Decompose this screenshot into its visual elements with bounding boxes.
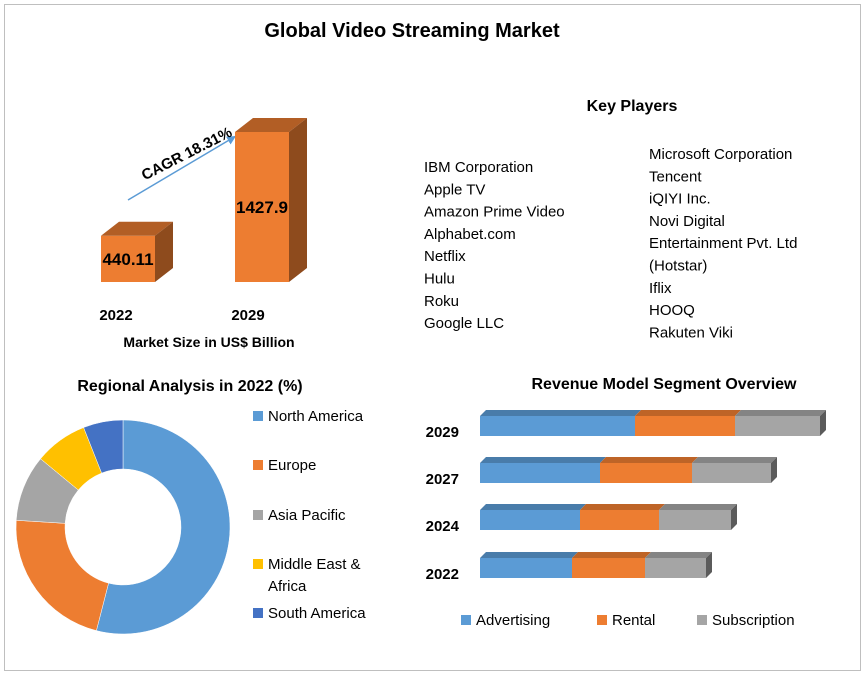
cagr-arrow [127,135,237,201]
regional-analysis-chart: Regional Analysis in 2022 (%) North Amer… [15,378,366,635]
legend-swatch [253,510,263,520]
revenue-bar-2029 [480,410,826,436]
legend-label: Africa [268,578,307,595]
market-bar-2029 [235,118,307,282]
revenue-bar-2022 [480,552,712,578]
revenue-bar-2024 [480,504,737,530]
market-xlabel: Market Size in US$ Billion [123,334,294,350]
market-data-label-2022: 440.11 [102,250,153,269]
revenue-segment-advertising [480,463,600,483]
key-player-item: Microsoft Corporation [649,146,792,163]
market-size-chart: CAGR 18.31% 440.11 2022 1427.9 2029 Market … [99,118,307,350]
page-title: Global Video Streaming Market [264,20,560,42]
key-player-item: Roku [424,293,459,310]
market-bar-2022 [101,221,173,282]
key-player-item: Amazon Prime Video [424,204,565,221]
key-player-item: Novi Digital [649,213,725,230]
revenue-segment-rental [580,510,659,530]
legend-swatch [253,411,263,421]
donut-legend-item: Middle East & Africa [253,556,361,595]
revenue-bar-2027 [480,457,777,483]
revenue-model-chart: Revenue Model Segment Overview 2029 2027 2… [426,376,826,629]
key-player-item: IBM Corporation [424,159,533,176]
infographic-frame [4,4,861,671]
key-player-item: Iflix [649,280,672,297]
legend-swatch [597,615,607,625]
revenue-segment-advertising [480,416,635,436]
donut-legend-item: Europe [253,457,316,474]
market-category-2029: 2029 [231,307,264,324]
key-players-title: Key Players [587,98,678,115]
legend-swatch [697,615,707,625]
key-players-section: Key Players IBM Corporation Apple TV Amazo… [424,98,797,341]
donut-slice-north-america [96,419,231,635]
market-category-2022: 2022 [99,307,132,324]
legend-label: Europe [268,457,316,474]
key-player-item: iQIYI Inc. [649,191,711,208]
key-player-item: HOOQ [649,302,695,319]
legend-label: Rental [612,612,655,629]
key-player-item: Tencent [649,168,702,185]
key-player-item: Alphabet.com [424,226,516,243]
revenue-segment-subscription [659,510,731,530]
legend-label: North America [268,408,364,425]
legend-swatch [253,608,263,618]
revenue-legend-item: Rental [597,612,655,629]
revenue-category-2024: 2024 [426,518,460,535]
revenue-segment-subscription [692,463,771,483]
revenue-legend-item: Subscription [697,612,795,629]
legend-swatch [253,460,263,470]
revenue-segment-advertising [480,510,580,530]
revenue-legend-item: Advertising [461,612,550,629]
legend-label: Asia Pacific [268,507,346,524]
key-player-item: Netflix [424,248,466,265]
revenue-category-2027: 2027 [426,471,459,488]
key-player-item: Apple TV [424,181,485,198]
revenue-segment-advertising [480,558,572,578]
revenue-title: Revenue Model Segment Overview [532,376,798,393]
donut-slice-europe [15,520,109,631]
donut-legend-item: North America [253,408,364,425]
legend-label: South America [268,605,366,622]
revenue-segment-subscription [645,558,706,578]
key-player-item: (Hotstar) [649,258,707,275]
legend-label: Subscription [712,612,795,629]
key-player-item: Entertainment Pvt. Ltd [649,235,797,252]
key-player-item: Google LLC [424,315,504,332]
revenue-segment-rental [600,463,692,483]
key-player-item: Hulu [424,271,455,288]
regional-title: Regional Analysis in 2022 (%) [77,378,302,395]
donut-legend-item: Asia Pacific [253,507,346,524]
legend-label: Advertising [476,612,550,629]
cagr-annotation: CAGR 18.31% [139,124,235,184]
donut-legend-item: South America [253,605,366,622]
legend-swatch [253,559,263,569]
revenue-segment-subscription [735,416,820,436]
donut-slice-south-america [83,419,124,474]
market-data-label-2029: 1427.9 [236,198,288,217]
revenue-category-2029: 2029 [426,424,459,441]
revenue-segment-rental [635,416,735,436]
revenue-segment-rental [572,558,645,578]
legend-label: Middle East & [268,556,361,573]
key-player-item: Rakuten Viki [649,324,733,341]
legend-swatch [461,615,471,625]
revenue-category-2022: 2022 [426,566,459,583]
